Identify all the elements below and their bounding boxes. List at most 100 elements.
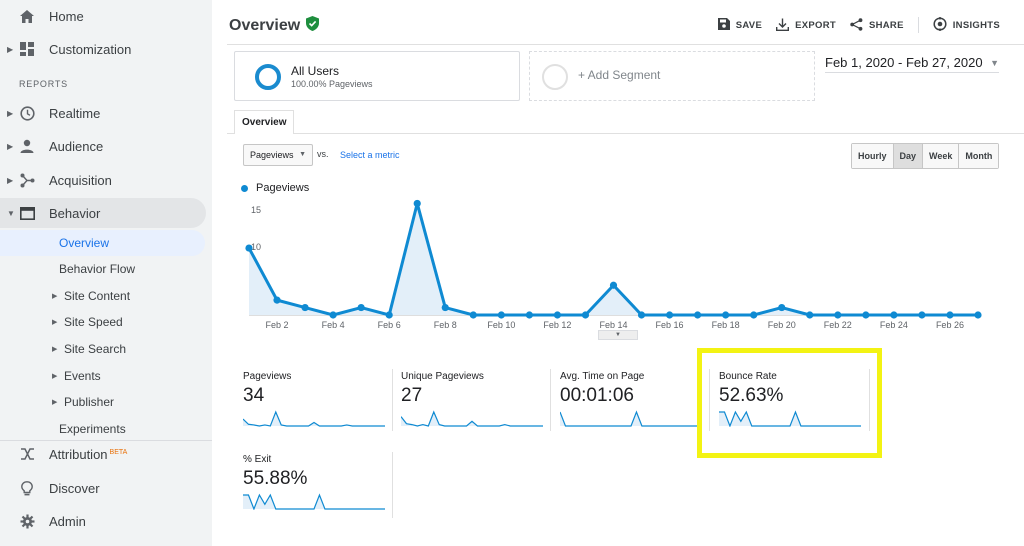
granularity-month[interactable]: Month	[958, 144, 999, 168]
sidebar-item-acquisition[interactable]: ▶ Acquisition	[0, 165, 206, 195]
toolbar-separator	[917, 17, 919, 33]
insights-label: INSIGHTS	[952, 20, 1000, 31]
sidebar-item-label: Customization	[49, 41, 132, 57]
export-label: EXPORT	[795, 20, 836, 31]
empty-segment-ring-icon	[542, 64, 568, 90]
sidebar-item-discover[interactable]: Discover	[0, 473, 206, 503]
insights-button[interactable]: INSIGHTS	[933, 17, 1000, 34]
y-tick-label: 5	[251, 280, 257, 290]
x-tick-label: Feb 18	[711, 320, 740, 330]
sidebar-subitem-site-search[interactable]: ▶ Site Search	[0, 336, 205, 362]
caret-right-icon: ▶	[7, 44, 14, 54]
vs-label: vs.	[317, 149, 329, 159]
sidebar-subitem-experiments[interactable]: Experiments	[0, 416, 205, 442]
insights-icon	[933, 17, 947, 34]
sparkline-area	[719, 412, 861, 426]
select-metric-link[interactable]: Select a metric	[340, 150, 400, 160]
card-divider	[392, 369, 393, 431]
caret-right-icon: ▶	[7, 175, 14, 185]
segment-share: 100.00% Pageviews	[291, 79, 373, 89]
granularity-week[interactable]: Week	[922, 144, 959, 168]
sidebar-item-label: Attribution BETA	[49, 447, 127, 462]
clock-icon	[19, 105, 35, 121]
sidebar-subitem-site-content[interactable]: ▶ Site Content	[0, 283, 205, 309]
granularity-hourly[interactable]: Hourly	[852, 144, 893, 168]
sidebar-item-attribution[interactable]: Attribution BETA	[0, 439, 206, 469]
share-label: SHARE	[868, 20, 904, 31]
granularity-day[interactable]: Day	[892, 144, 923, 168]
segment-name: All Users	[291, 64, 340, 78]
metric-select-value: Pageviews	[250, 150, 294, 160]
sparkline	[719, 410, 861, 427]
caret-down-icon: ▼	[7, 208, 15, 218]
metric-card-avg-time-on-page[interactable]: Avg. Time on Page 00:01:06	[560, 371, 710, 435]
sparkline-line	[719, 410, 861, 427]
sidebar-item-label: Discover	[49, 480, 100, 496]
x-tick-label: Feb 20	[767, 320, 796, 330]
sidebar-item-customization[interactable]: ▶ Customization	[0, 34, 206, 64]
x-tick-label: Feb 6	[377, 320, 401, 330]
sidebar-item-admin[interactable]: Admin	[0, 506, 206, 536]
sparkline	[243, 410, 385, 427]
sidebar-subitem-label: Site Content	[64, 289, 131, 303]
x-tick-label: Feb 22	[823, 320, 852, 330]
sidebar-subitem-label: Site Search	[64, 342, 127, 356]
sidebar-item-audience[interactable]: ▶ Audience	[0, 131, 206, 161]
caret-right-icon: ▶	[52, 373, 58, 380]
chart-legend: Pageviews	[241, 182, 309, 194]
share-button[interactable]: SHARE	[850, 17, 904, 34]
chart-scroll-handle[interactable]: ▼	[598, 330, 638, 340]
acquisition-icon	[19, 172, 35, 188]
sidebar-item-behavior[interactable]: ▼ Behavior	[0, 198, 206, 228]
x-tick-label: Feb 26	[935, 320, 964, 330]
granularity-toggle: Hourly Day Week Month	[851, 143, 1000, 169]
x-tick-label: Feb 12	[543, 320, 572, 330]
sidebar-subitem-overview[interactable]: Overview	[0, 230, 205, 256]
metric-card-exit[interactable]: % Exit 55.88%	[243, 454, 393, 518]
behavior-icon	[19, 205, 35, 221]
sparkline-area	[243, 412, 385, 426]
sidebar-subitem-publisher[interactable]: ▶ Publisher	[0, 389, 205, 415]
metric-label: Avg. Time on Page	[560, 371, 645, 382]
x-tick-label: Feb 24	[879, 320, 908, 330]
beta-badge: BETA	[109, 448, 128, 456]
sidebar-subitem-behavior-flow[interactable]: Behavior Flow	[0, 256, 205, 282]
sidebar-item-realtime[interactable]: ▶ Realtime	[0, 98, 206, 128]
dropdown-arrow-icon: ▼	[990, 57, 999, 68]
main-content: Overview SAVE EXPORT SHARE INSIGHTS All …	[227, 0, 1024, 546]
export-icon	[776, 18, 790, 34]
y-tick-label: 15	[251, 205, 262, 215]
sparkline-line	[560, 410, 702, 427]
sidebar-subitem-label: Events	[64, 369, 101, 383]
tab-overview[interactable]: Overview	[234, 110, 295, 134]
highlight-box	[697, 348, 882, 458]
sidebar-item-label: Realtime	[49, 105, 101, 121]
sidebar-item-label: Acquisition	[49, 172, 112, 188]
x-tick-label: Feb 14	[599, 320, 628, 330]
caret-right-icon: ▶	[52, 346, 58, 353]
gear-icon	[19, 513, 35, 529]
sidebar-subitem-events[interactable]: ▶ Events	[0, 363, 205, 389]
save-icon	[717, 18, 730, 33]
y-tick-label: 10	[251, 242, 262, 252]
sidebar-item-home[interactable]: Home	[0, 1, 206, 31]
sidebar-item-label: Admin	[49, 513, 86, 529]
segment-all-users[interactable]: All Users 100.00% Pageviews	[234, 51, 520, 101]
card-divider	[709, 369, 710, 431]
caret-right-icon: ▶	[52, 319, 58, 326]
date-range-value: Feb 1, 2020 - Feb 27, 2020	[825, 55, 983, 70]
save-button[interactable]: SAVE	[717, 17, 762, 34]
metric-card-unique-pageviews[interactable]: Unique Pageviews 27	[401, 371, 551, 435]
sidebar-subitem-label: Overview	[59, 236, 110, 250]
export-button[interactable]: EXPORT	[776, 17, 836, 34]
add-segment-button[interactable]: + Add Segment	[529, 51, 815, 101]
metric-card-pageviews[interactable]: Pageviews 34	[243, 371, 393, 435]
home-icon	[19, 8, 35, 24]
metric-select[interactable]: Pageviews ▼	[243, 144, 313, 166]
date-range-picker[interactable]: Feb 1, 2020 - Feb 27, 2020 ▼	[825, 53, 999, 73]
sidebar-subitem-site-speed[interactable]: ▶ Site Speed	[0, 309, 205, 335]
sidebar-subitem-label: Experiments	[59, 422, 126, 436]
metric-card-bounce-rate[interactable]: Bounce Rate 52.63%	[719, 371, 869, 435]
sparkline-line	[401, 410, 543, 427]
share-icon	[850, 17, 863, 34]
